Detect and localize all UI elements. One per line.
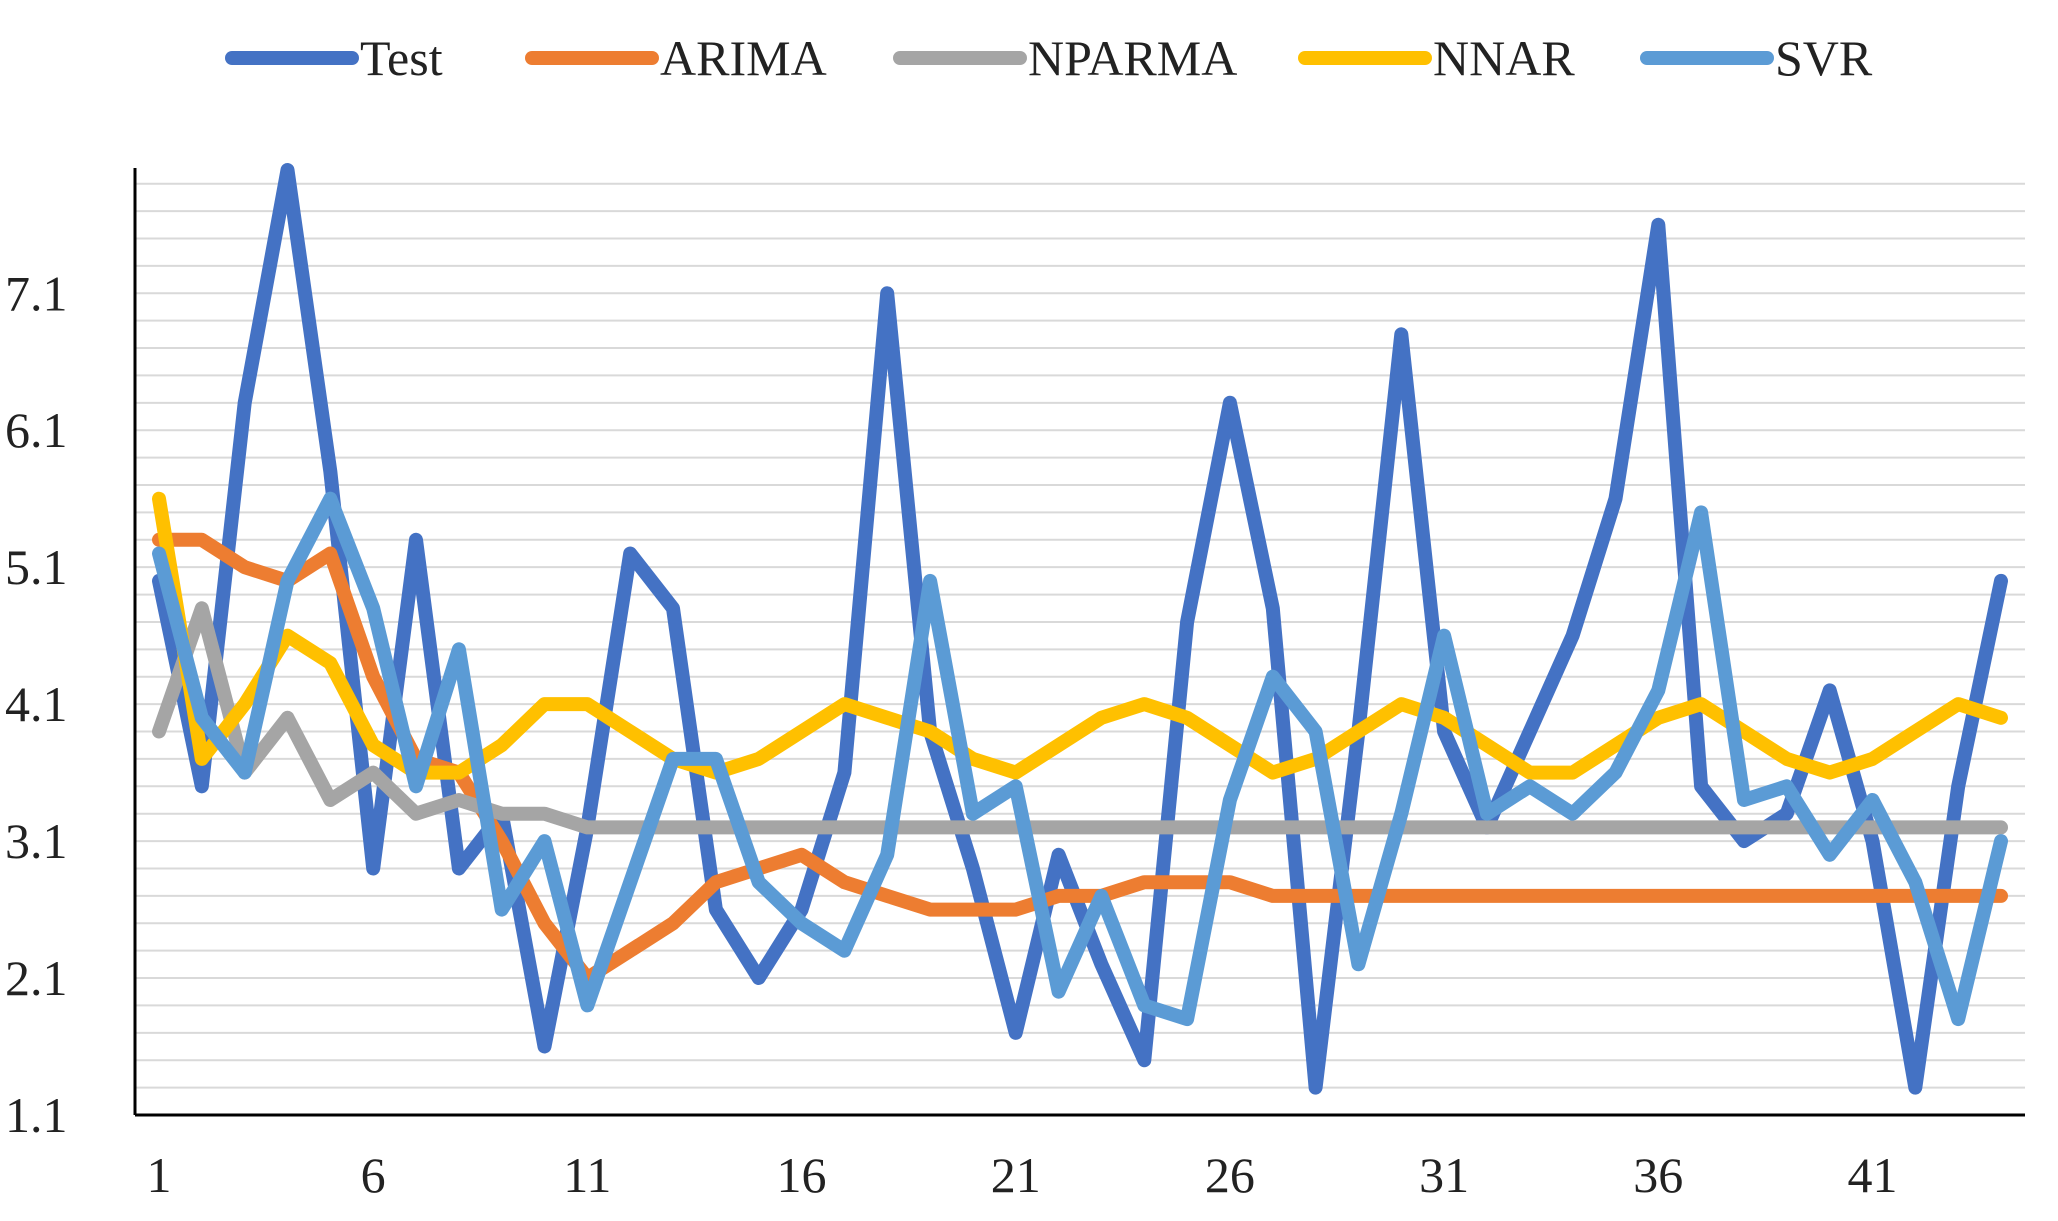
legend-label-nparma: NPARMA — [1028, 30, 1237, 86]
y-tick-label: 4.1 — [5, 676, 68, 732]
x-tick-labels: 1 6 11 16 21 26 31 36 41 — [147, 1147, 1898, 1203]
y-tick-label: 6.1 — [5, 402, 68, 458]
x-tick-label: 1 — [147, 1147, 172, 1203]
x-tick-label: 6 — [361, 1147, 386, 1203]
y-tick-labels: 1.1 2.1 3.1 4.1 5.1 6.1 7.1 — [5, 265, 68, 1143]
legend-label-arima: ARIMA — [660, 30, 827, 86]
axes — [133, 168, 2025, 1117]
y-tick-label: 3.1 — [5, 813, 68, 869]
legend-label-test: Test — [360, 30, 443, 86]
x-tick-label: 21 — [991, 1147, 1041, 1203]
x-tick-label: 41 — [1847, 1147, 1897, 1203]
y-tick-label: 2.1 — [5, 950, 68, 1006]
series-line-svr — [152, 491, 2008, 1027]
legend-label-nnar: NNAR — [1433, 30, 1575, 86]
y-tick-label: 5.1 — [5, 539, 68, 595]
series-line-test — [152, 163, 2008, 1095]
x-tick-label: 36 — [1633, 1147, 1683, 1203]
legend-label-svr: SVR — [1775, 30, 1873, 86]
series-line-nnar — [152, 491, 2008, 780]
x-tick-label: 26 — [1205, 1147, 1255, 1203]
legend: Test ARIMA NPARMA NNAR SVR — [225, 30, 1873, 86]
series-line-arima — [152, 532, 2008, 985]
x-tick-label: 16 — [777, 1147, 827, 1203]
x-tick-label: 31 — [1419, 1147, 1469, 1203]
y-tick-label: 1.1 — [5, 1087, 68, 1143]
series-line-nparma — [152, 601, 2008, 835]
x-tick-label: 11 — [563, 1147, 611, 1203]
series-lines — [152, 163, 2008, 1095]
y-tick-label: 7.1 — [5, 265, 68, 321]
